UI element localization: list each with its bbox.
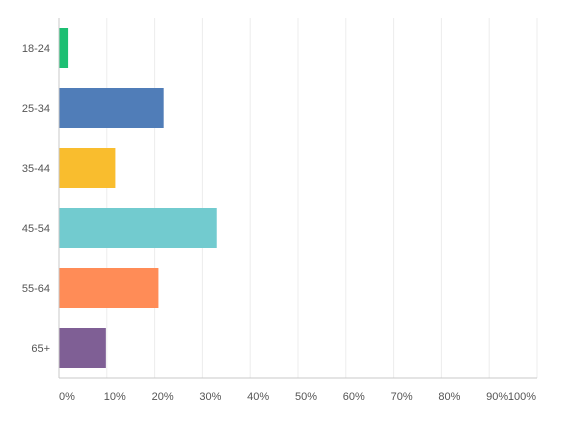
bars: [59, 28, 217, 368]
category-label: 65+: [31, 343, 50, 355]
x-tick-label: 60%: [343, 391, 365, 403]
x-tick-label: 30%: [199, 391, 221, 403]
bar-45-54[interactable]: [59, 208, 217, 248]
axes: [58, 18, 537, 379]
bar-65plus[interactable]: [59, 328, 106, 368]
bar-55-64[interactable]: [59, 268, 159, 308]
x-tick-label: 10%: [104, 391, 126, 403]
category-labels: 18-24 25-34 35-44 45-54 55-64 65+: [22, 43, 50, 355]
x-tick-label: 100%: [508, 391, 536, 403]
category-label: 25-34: [22, 103, 50, 115]
x-tick-label: 20%: [152, 391, 174, 403]
bar-35-44[interactable]: [59, 148, 116, 188]
x-tick-label: 0%: [59, 391, 75, 403]
bar-25-34[interactable]: [59, 88, 164, 128]
bar-18-24[interactable]: [59, 28, 69, 68]
x-tick-label: 40%: [247, 391, 269, 403]
category-label: 18-24: [22, 43, 50, 55]
category-label: 35-44: [22, 163, 50, 175]
gridlines: [106, 18, 538, 378]
category-label: 55-64: [22, 283, 50, 295]
category-label: 45-54: [22, 223, 50, 235]
x-tick-labels: 0% 10% 20% 30% 40% 50% 60% 70% 80% 90% 100%: [59, 391, 536, 403]
x-tick-label: 70%: [391, 391, 413, 403]
x-tick-label: 50%: [295, 391, 317, 403]
x-tick-label: 80%: [438, 391, 460, 403]
x-tick-label: 90%: [486, 391, 508, 403]
